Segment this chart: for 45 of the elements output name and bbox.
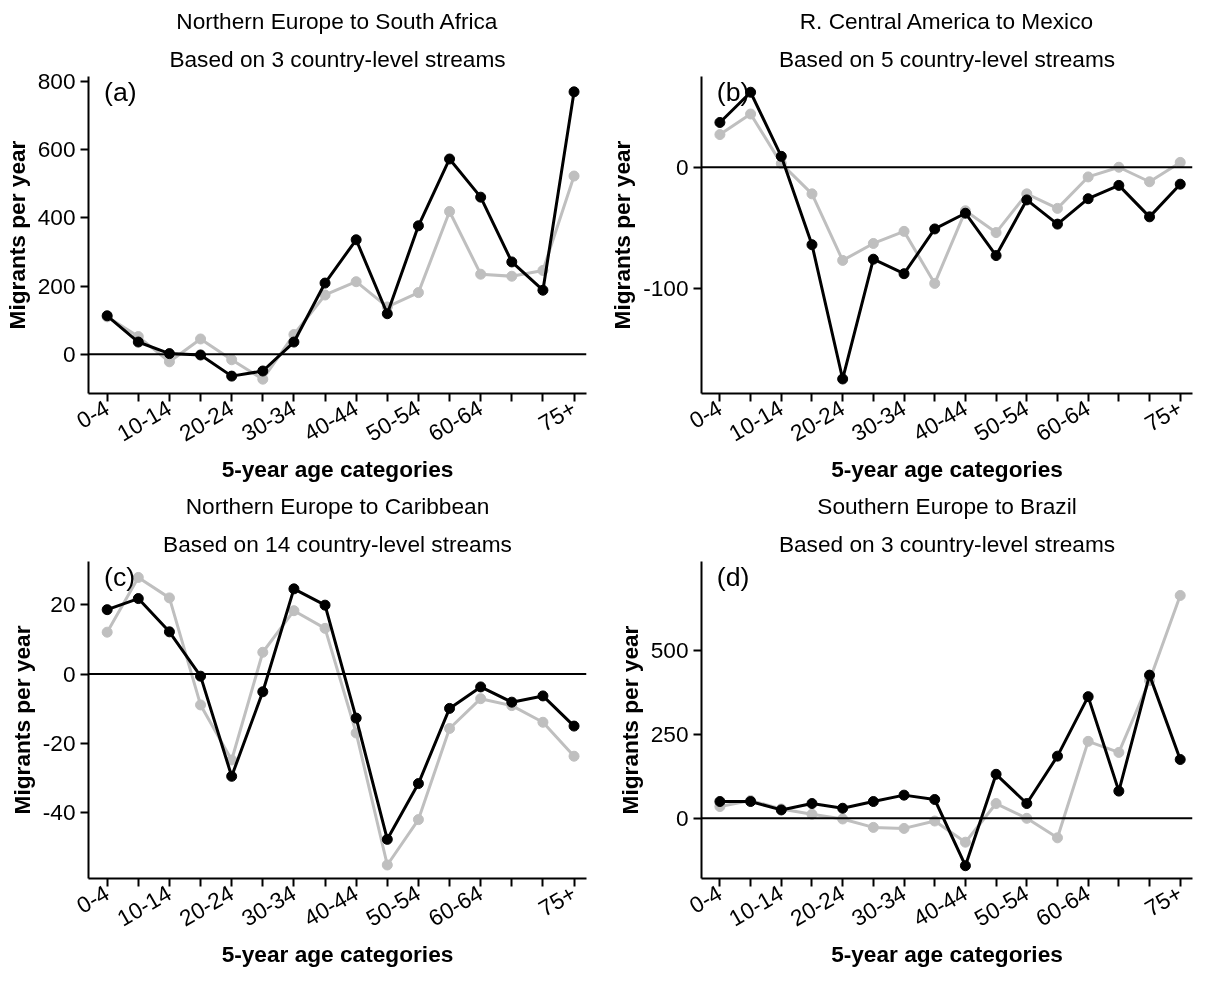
x-tick-label: 40-44 [908, 394, 972, 447]
y-tick-label: 500 [650, 636, 689, 663]
y-axis-title: Migrants per year [609, 140, 636, 330]
chart-title: R. Central America to Mexico [799, 7, 1094, 34]
y-tick-label: 0 [62, 340, 76, 367]
chart-subtitle: Based on 14 country-level streams [163, 530, 512, 557]
x-tick-label: 0-4 [684, 394, 727, 434]
chart-subtitle: Based on 3 country-level streams [169, 45, 506, 72]
y-tick-label: 400 [37, 204, 76, 231]
x-tick-label: 75+ [1140, 879, 1187, 922]
y-tick-label: 0 [675, 153, 689, 180]
x-tick-label: 0-4 [684, 879, 727, 919]
x-tick-label: 75+ [534, 879, 581, 922]
chart-subtitle: Based on 5 country-level streams [778, 45, 1116, 72]
x-tick-label: 75+ [534, 394, 581, 437]
annotation: (a) [104, 76, 137, 107]
chart-title: Northern Europe to South Africa [176, 7, 498, 34]
y-tick-label: -100 [643, 274, 689, 301]
x-tick-label: 40-44 [299, 879, 363, 932]
chart-subtitle: Based on 3 country-level streams [778, 530, 1116, 557]
y-tick-label: -20 [42, 729, 76, 756]
chart-title: Southern Europe to Brazil [817, 492, 1077, 519]
x-axis-title: 5-year age categories [221, 941, 454, 968]
x-tick-label: 75+ [1140, 394, 1187, 437]
x-axis-title: 5-year age categories [831, 456, 1063, 483]
y-tick-label: 250 [650, 720, 689, 747]
y-tick-label: 20 [50, 591, 76, 618]
annotation: (d) [716, 561, 750, 592]
y-tick-label: 0 [62, 660, 76, 687]
y-tick-label: -40 [42, 799, 76, 826]
x-tick-label: 40-44 [299, 394, 363, 447]
x-tick-label: 0-4 [72, 394, 114, 434]
x-axis-title: 5-year age categories [221, 456, 454, 483]
x-axis-title: 5-year age categories [831, 941, 1063, 968]
annotation: (c) [104, 561, 136, 592]
y-tick-label: 600 [37, 136, 76, 163]
y-tick-label: 800 [37, 68, 76, 95]
x-tick-label: 40-44 [908, 879, 972, 932]
y-axis-title: Migrants per year [8, 625, 35, 815]
x-tick-label: 0-4 [72, 879, 114, 919]
y-tick-label: 200 [37, 272, 76, 299]
y-axis-title: Migrants per year [3, 140, 30, 330]
y-axis-title: Migrants per year [616, 625, 643, 815]
y-tick-label: 0 [675, 804, 689, 831]
chart-title: Northern Europe to Caribbean [185, 492, 490, 519]
